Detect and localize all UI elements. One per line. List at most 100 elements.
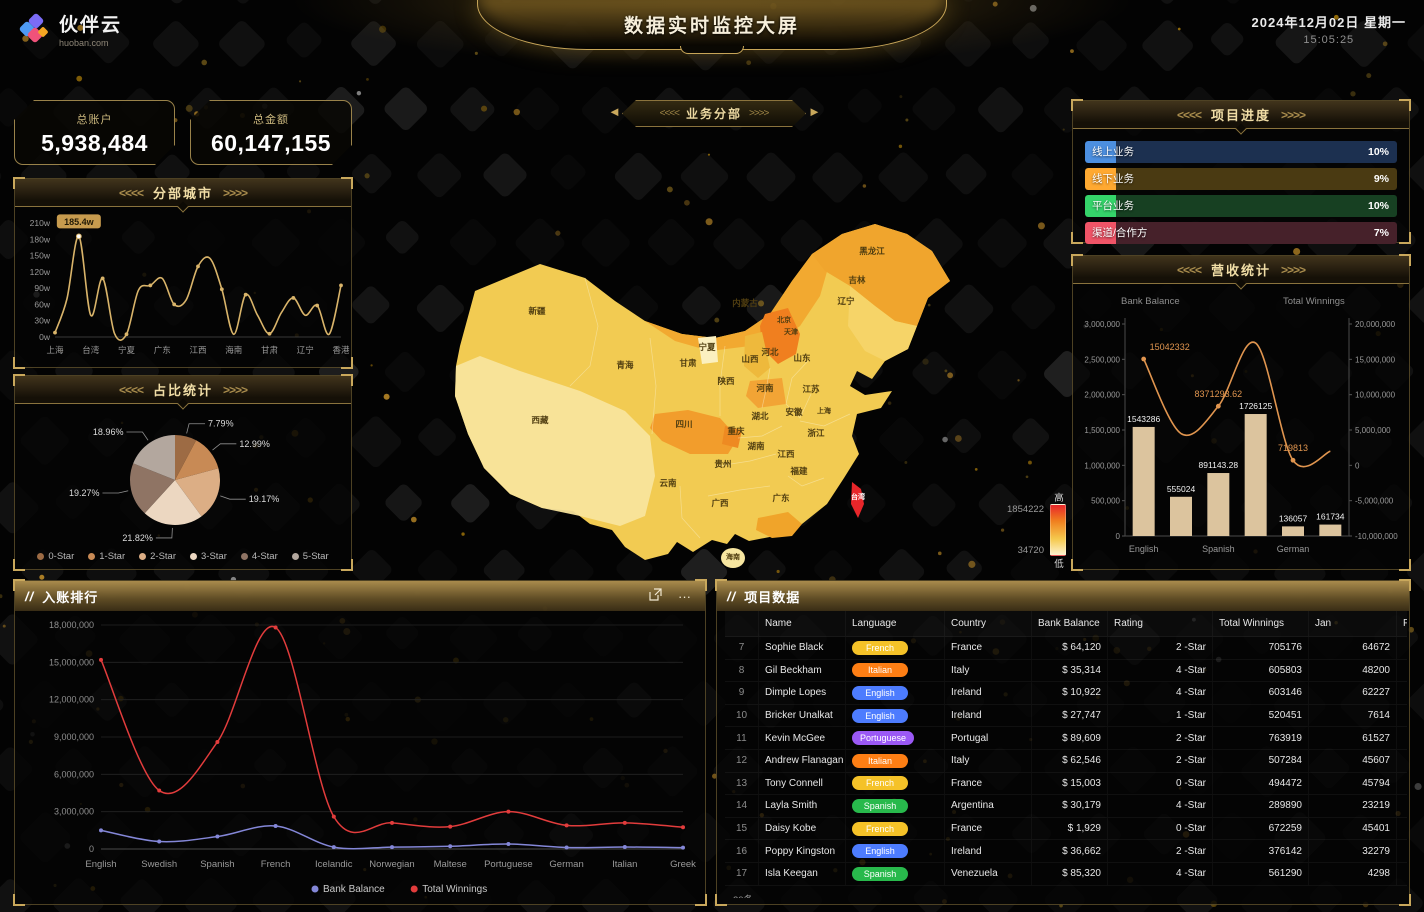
stat-label: 总金额 — [253, 114, 289, 126]
province-label[interactable]: 贵州 — [714, 459, 731, 469]
province-label[interactable]: 海南 — [726, 552, 740, 561]
province-label[interactable]: 黑龙江 — [859, 246, 885, 256]
table-row[interactable]: 9 Dimple Lopes English Ireland $ 10,922 4 -St… — [725, 682, 1407, 705]
province-label[interactable]: 重庆 — [727, 426, 745, 436]
map-title-arrow-left-icon[interactable]: ◄ — [608, 104, 621, 119]
province-label[interactable]: 福建 — [789, 466, 808, 476]
progress-row[interactable]: 线下业务 9% — [1085, 168, 1397, 190]
column-header[interactable]: Country — [945, 611, 1032, 636]
pie-legend-item[interactable]: 3-Star — [190, 551, 227, 562]
table-row[interactable]: 7 Sophie Black French France $ 64,120 2 -Star… — [725, 637, 1407, 660]
column-header[interactable]: Feb — [1397, 611, 1407, 636]
income-ranking-line-chart[interactable]: 0 3,000,000 6,000,000 9,000,000 12,000,000 15… — [15, 611, 705, 904]
star-ratio-pie-chart[interactable]: 7.79% 12.99% 19.17% 21.82% 19.27% 18.96% — [15, 404, 351, 546]
province-label[interactable]: 西藏 — [531, 415, 549, 425]
stat-card-total-amount: 总金额 60,147,155 — [190, 100, 352, 165]
table-row[interactable]: 17 Isla Keegan Spanish Venezuela $ 85,320 4 -… — [725, 862, 1407, 886]
city-line-chart[interactable]: 0w 30w 60w 90w 120w 150w 180w 210w 上海 台湾 宁夏 广东 江西 海南 甘… — [15, 207, 351, 365]
table-row[interactable]: 11 Kevin McGee Portuguese Portugal $ 89,609 2… — [725, 727, 1407, 750]
column-header[interactable]: Total Winnings — [1213, 611, 1309, 636]
province-label[interactable]: 陕西 — [717, 376, 735, 386]
rating-cell: 4 -Star — [1108, 682, 1213, 704]
province-label[interactable]: 内蒙古 — [732, 298, 758, 308]
pie-legend-item[interactable]: 1-Star — [88, 551, 125, 562]
province-label[interactable]: 江苏 — [802, 384, 820, 394]
column-header[interactable]: Jan — [1309, 611, 1397, 636]
province-label[interactable]: 上海 — [817, 406, 831, 415]
svg-text:Norwegian: Norwegian — [369, 859, 414, 870]
province-label[interactable]: 云南 — [659, 478, 677, 488]
table-row[interactable]: 15 Daisy Kobe French France $ 1,929 0 -Star 67… — [725, 817, 1407, 841]
table-row[interactable]: 14 Layla Smith Spanish Argentina $ 30,179 4 -… — [725, 795, 1407, 818]
progress-percent: 10% — [1367, 146, 1389, 158]
total-winnings-cell: 605803 — [1213, 659, 1309, 682]
svg-text:12.99%: 12.99% — [239, 439, 270, 449]
column-header[interactable]: Name — [759, 611, 846, 636]
province-label[interactable]: 辽宁 — [837, 296, 855, 306]
column-header[interactable]: Language — [846, 611, 945, 636]
pie-legend-item[interactable]: 0-Star — [37, 551, 74, 562]
province-label[interactable]: 山东 — [793, 353, 811, 363]
progress-row[interactable]: 渠道/合作方 7% — [1085, 222, 1397, 244]
province-label[interactable]: 天津 — [784, 327, 798, 336]
province-label[interactable]: 河南 — [756, 383, 774, 393]
progress-label: 线下业务 — [1092, 173, 1134, 185]
map-title-arrow-right-icon[interactable]: ► — [808, 104, 821, 119]
column-header[interactable] — [725, 611, 759, 636]
province-label[interactable]: 河北 — [761, 347, 779, 357]
province-label[interactable]: 浙江 — [807, 428, 825, 438]
rating-cell: 2 -Star — [1108, 749, 1213, 772]
column-header[interactable]: Rating — [1108, 611, 1213, 636]
table-row[interactable]: 13 Tony Connell French France $ 15,003 0 -Sta… — [725, 772, 1407, 796]
province-label[interactable]: 台湾 — [851, 492, 865, 501]
province-label[interactable]: 湖北 — [751, 411, 769, 421]
table-row[interactable]: 10 Bricker Unalkat English Ireland $ 27,747 1… — [725, 704, 1407, 728]
table-row[interactable]: 8 Gil Beckham Italian Italy $ 35,314 4 -Star 6… — [725, 659, 1407, 683]
province-label[interactable]: 广西 — [711, 498, 729, 508]
svg-text:Total Winnings: Total Winnings — [1283, 296, 1345, 307]
province-label[interactable]: 山西 — [741, 354, 759, 364]
brand-logo[interactable]: 伙伴云 huoban.com — [18, 10, 122, 48]
progress-row[interactable]: 平台业务 10% — [1085, 195, 1397, 217]
revenue-combo-chart[interactable]: Bank Balance Total Winnings 0 500,000 1,000,… — [1073, 284, 1409, 568]
province-label[interactable]: 安徽 — [785, 407, 803, 417]
page-title: 数据实时监控大屏 — [623, 16, 800, 37]
pie-legend-item[interactable]: 2-Star — [139, 551, 176, 562]
row-number: 16 — [725, 840, 759, 862]
project-data-table[interactable]: Name Language Country Bank Balance Rating Tot… — [725, 611, 1407, 898]
name-cell: Daisy Kobe — [759, 817, 846, 840]
svg-text:136057: 136057 — [1279, 513, 1308, 523]
column-header[interactable]: Bank Balance — [1032, 611, 1108, 636]
svg-text:1726125: 1726125 — [1239, 401, 1272, 411]
progress-row[interactable]: 线上业务 10% — [1085, 141, 1397, 163]
bank-balance-cell: $ 36,662 — [1032, 840, 1108, 862]
table-row[interactable]: 16 Poppy Kingston English Ireland $ 36,662 2 … — [725, 840, 1407, 863]
name-cell: Layla Smith — [759, 795, 846, 817]
province-label[interactable]: 北京 — [777, 315, 791, 324]
datetime: 2024年12月02日 星期一 15:05:25 — [1252, 12, 1406, 46]
language-cell: English — [846, 682, 945, 704]
svg-text:555024: 555024 — [1167, 484, 1196, 494]
province-label[interactable]: 青海 — [616, 360, 634, 370]
province-label[interactable]: 甘肃 — [679, 358, 697, 368]
province-label[interactable]: 四川 — [675, 419, 692, 429]
pie-legend-item[interactable]: 5-Star — [291, 551, 329, 562]
export-icon[interactable] — [645, 588, 666, 604]
chevrons-right: >>>> — [1281, 262, 1306, 277]
rating-cell: 1 -Star — [1108, 704, 1213, 727]
province-label[interactable]: 江西 — [777, 449, 795, 459]
svg-text:台湾: 台湾 — [82, 345, 100, 355]
pie-legend-item[interactable]: 4-Star — [240, 551, 278, 562]
taiwan-island — [851, 482, 864, 518]
svg-text:Spanish: Spanish — [200, 859, 234, 870]
province-label[interactable]: 宁夏 — [698, 342, 716, 352]
province-label[interactable]: 吉林 — [848, 275, 866, 285]
table-row[interactable]: 12 Andrew Flanagan Italian Italy $ 62,546 2 -… — [725, 749, 1407, 773]
name-cell: Isla Keegan — [759, 862, 846, 885]
province-label[interactable]: 广东 — [772, 493, 790, 503]
svg-text:German: German — [1277, 544, 1310, 554]
province-label[interactable]: 新疆 — [528, 306, 546, 316]
more-menu-icon[interactable]: ··· — [678, 588, 691, 604]
province-label[interactable]: 湖南 — [747, 441, 765, 451]
